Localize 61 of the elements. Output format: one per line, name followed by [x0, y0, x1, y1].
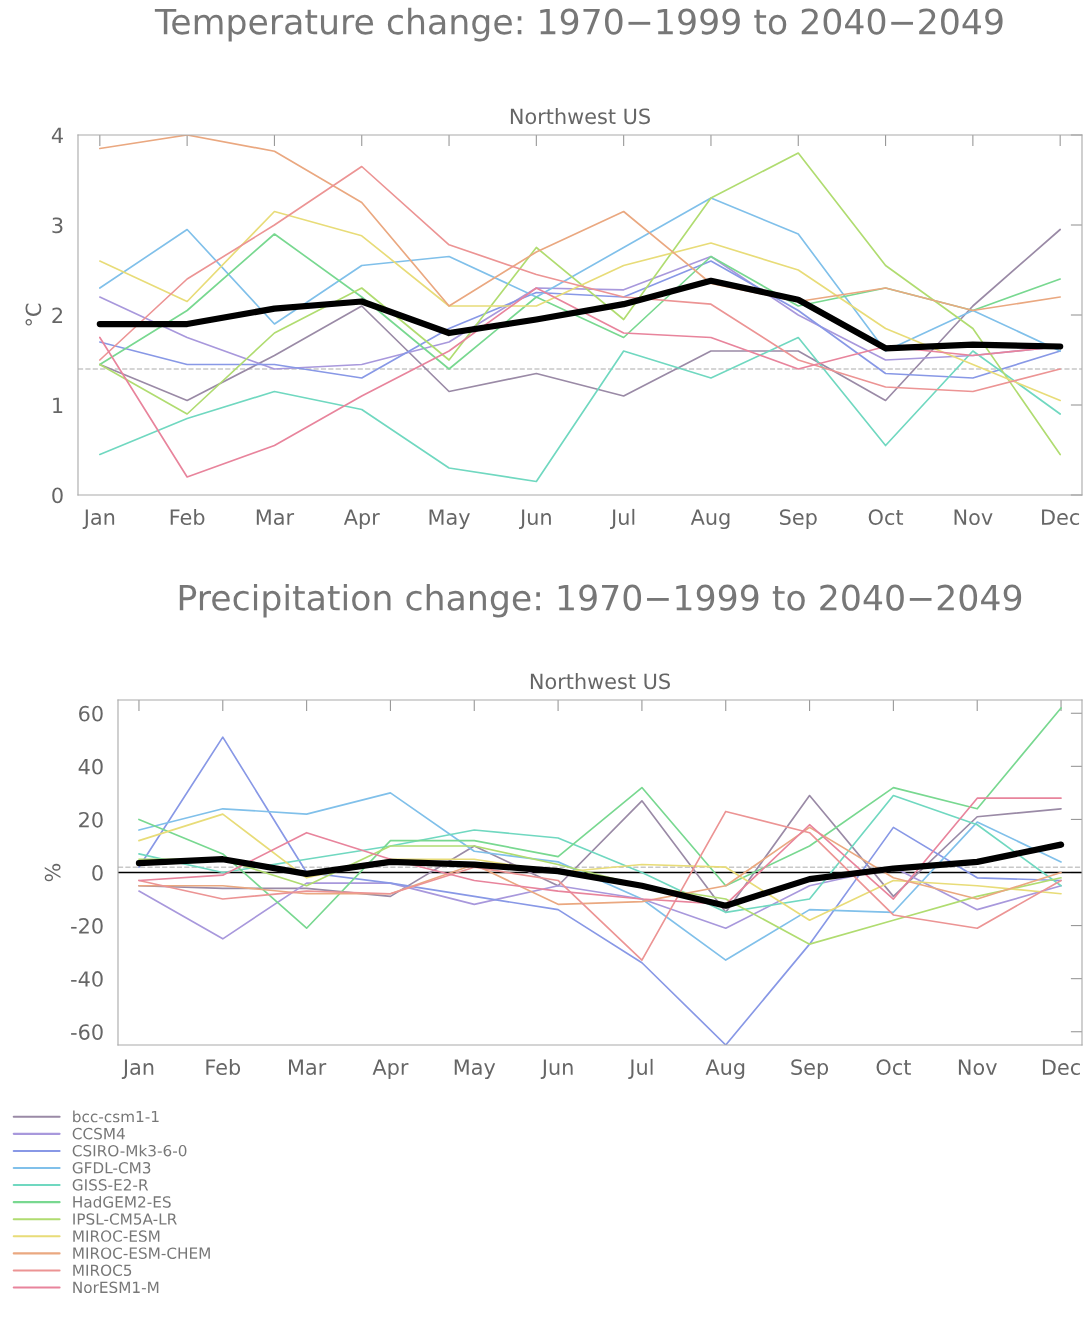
legend-label: MIROC-ESM-CHEM	[73, 1247, 210, 1259]
line-series	[98, 336, 1062, 483]
legend-label: GFDL-CM3	[72, 1162, 151, 1174]
y-tick-label: 0	[92, 864, 103, 881]
legend-label: NorESM1-M	[73, 1281, 159, 1294]
x-tick-label: Jan	[121, 1059, 154, 1079]
legend-label: IPSL-CM5A-LR	[73, 1213, 177, 1225]
y-tick-label: -20	[71, 918, 103, 934]
x-tick-label: Dec	[1042, 1059, 1080, 1076]
line-series	[98, 165, 1062, 393]
x-tick-label: May	[429, 509, 470, 530]
legend-label: HadGEM2-ES	[73, 1195, 171, 1208]
legend-label: MIROC-ESM	[73, 1230, 160, 1242]
y-tick-label: 40	[78, 758, 103, 775]
legend-label: GISS-E2-R	[72, 1179, 149, 1191]
x-tick-label: Jan	[82, 509, 115, 529]
y-tick-label: 20	[79, 811, 103, 828]
y-axis-title: °C	[25, 303, 42, 326]
chart-subtitle: Northwest US	[530, 673, 670, 690]
line-series	[98, 135, 1062, 312]
line-series	[98, 152, 1062, 456]
x-tick-label: Feb	[206, 1058, 241, 1076]
x-tick-label: Jul	[610, 508, 635, 529]
x-tick-label: Jun	[518, 509, 551, 529]
legend-label: MIROC5	[73, 1264, 132, 1277]
chart-subtitle: Northwest US	[510, 108, 650, 125]
x-tick-label: Oct	[868, 509, 904, 526]
x-tick-label: Sep	[780, 509, 817, 530]
x-tick-label: Apr	[372, 1059, 409, 1080]
x-tick-label: May	[454, 1059, 496, 1080]
x-tick-label: Feb	[170, 508, 205, 526]
x-tick-label: Apr	[343, 509, 380, 530]
line-series	[138, 826, 1062, 906]
y-tick-label: -60	[71, 1024, 103, 1040]
y-tick-label: 4	[51, 127, 63, 143]
y-axis-title: %	[44, 863, 61, 882]
x-tick-label: Aug	[705, 1059, 745, 1080]
y-tick-label: 1	[53, 397, 63, 413]
y-tick-label: 3	[52, 217, 63, 234]
x-tick-label: Sep	[791, 1059, 829, 1080]
line-series	[138, 707, 1062, 930]
legend-label: CSIRO-Mk3-6-0	[72, 1144, 187, 1157]
x-tick-label: Nov	[954, 509, 993, 526]
y-tick-label: 2	[52, 307, 63, 323]
y-tick-label: 0	[52, 487, 63, 504]
x-tick-label: Aug	[690, 509, 730, 530]
y-tick-label: -40	[71, 971, 103, 987]
x-tick-label: Jun	[540, 1059, 573, 1079]
legend-label: CCSM4	[72, 1127, 125, 1140]
line-series	[138, 736, 1062, 1045]
x-tick-label: Oct	[876, 1059, 911, 1076]
x-tick-label: Dec	[1042, 509, 1080, 526]
x-tick-label: Mar	[289, 1059, 327, 1076]
x-tick-label: Mar	[256, 509, 295, 526]
chart-title: Precipitation change: 1970−1999 to 2040−2049	[179, 583, 1022, 618]
y-tick-label: 60	[79, 705, 103, 722]
line-series	[98, 197, 1062, 352]
legend-label: bcc-csm1-1	[73, 1110, 159, 1123]
x-tick-label: Nov	[958, 1059, 997, 1076]
chart-title: Temperature change: 1970−1999 to 2040−2049	[154, 7, 1003, 42]
x-tick-label: Jul	[628, 1058, 653, 1079]
